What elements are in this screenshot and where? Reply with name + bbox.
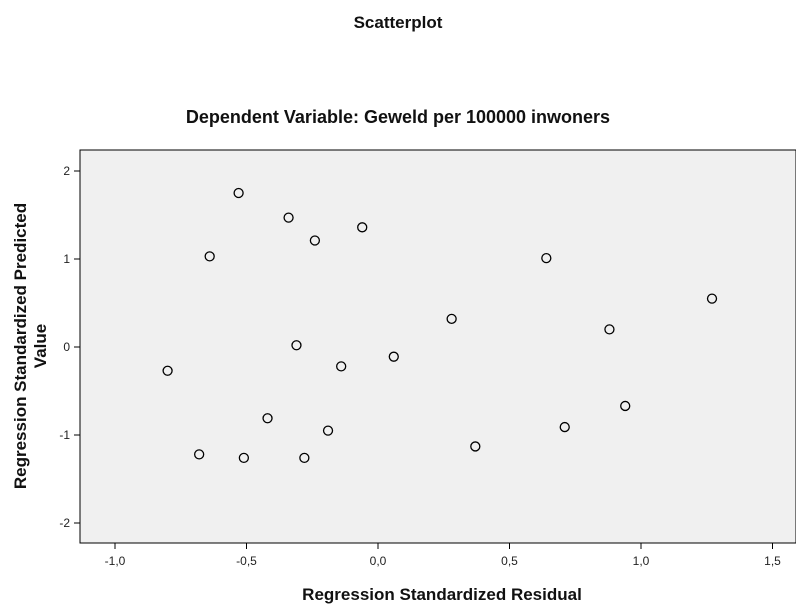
scatter-point	[322, 425, 334, 436]
scatter-point	[262, 413, 273, 424]
scatter-point	[357, 222, 368, 233]
scatter-point	[291, 340, 302, 351]
scatter-point	[162, 365, 173, 376]
x-tick-label: 1,0	[633, 554, 650, 568]
y-tick-label: -1	[59, 428, 70, 442]
scatter-point	[238, 452, 250, 464]
x-tick-label: 0,5	[501, 554, 518, 568]
scatter-point	[620, 400, 631, 412]
y-axis-label-line-2: Value	[31, 324, 50, 368]
scatter-point	[541, 252, 552, 264]
scatter-point	[470, 441, 481, 452]
x-axis: -1,0 -0,5 0,0 0,5 1,0 1,5	[105, 543, 781, 568]
y-tick-label: 2	[63, 164, 70, 178]
chart-subtitle: Dependent Variable: Geweld per 100000 in…	[186, 107, 610, 127]
scatter-point	[299, 452, 310, 464]
x-tick-label: 1,5	[764, 554, 781, 568]
scatter-point	[233, 187, 244, 199]
x-axis-label: Regression Standardized Residual	[302, 585, 582, 604]
data-points	[162, 187, 718, 464]
x-tick-label: -0,5	[236, 554, 257, 568]
scatter-point	[194, 449, 205, 460]
y-axis: 2 1 0 -1 -2	[59, 164, 80, 530]
scatter-point	[446, 313, 457, 324]
chart-title: Scatterplot	[354, 13, 443, 32]
scatter-point	[706, 293, 718, 304]
scatter-point	[204, 251, 215, 262]
scatter-point	[559, 421, 570, 433]
scatter-point	[283, 212, 294, 223]
scatter-point	[336, 361, 347, 372]
y-tick-label: 0	[63, 340, 70, 354]
y-tick-label: 1	[63, 252, 70, 266]
y-axis-label: Regression Standardized Predicted Value	[11, 203, 50, 489]
x-tick-label: -1,0	[105, 554, 126, 568]
plot-area	[79, 149, 796, 544]
scatter-point	[388, 351, 399, 362]
y-axis-label-line-1: Regression Standardized Predicted	[11, 203, 30, 489]
scatter-point	[604, 324, 615, 335]
x-tick-label: 0,0	[370, 554, 387, 568]
scatter-point	[309, 235, 321, 246]
y-tick-label: -2	[59, 516, 70, 530]
